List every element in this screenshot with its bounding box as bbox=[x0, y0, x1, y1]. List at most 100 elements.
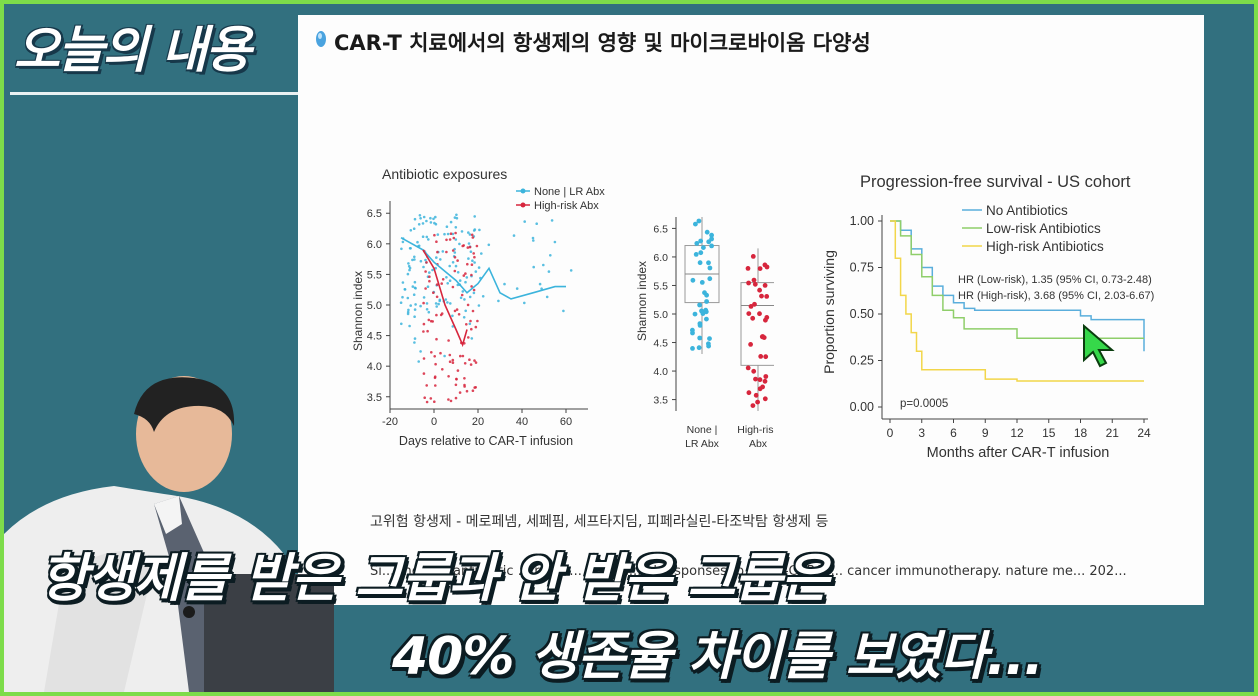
legend-marker bbox=[520, 202, 526, 208]
scatter-point bbox=[401, 281, 405, 284]
y-tick-label: 4.5 bbox=[367, 331, 382, 343]
scatter-point bbox=[424, 287, 427, 290]
scatter-point bbox=[409, 229, 413, 232]
trend-line bbox=[422, 249, 468, 348]
scatter-point bbox=[434, 362, 437, 366]
y-tick-label: 0.00 bbox=[850, 400, 874, 414]
scatter-point bbox=[478, 228, 481, 232]
box-point bbox=[709, 232, 714, 238]
x-tick-label: 40 bbox=[516, 416, 528, 428]
scatter-point bbox=[445, 225, 449, 228]
scatter-point bbox=[474, 325, 478, 329]
scatter-point bbox=[523, 301, 526, 305]
scatter-point bbox=[456, 259, 459, 262]
scatter-point bbox=[422, 372, 426, 375]
scatter-point bbox=[400, 247, 403, 251]
scatter-point bbox=[437, 302, 440, 306]
box-point bbox=[757, 377, 763, 383]
scatter-point bbox=[465, 389, 469, 393]
scatter-point bbox=[531, 236, 535, 240]
scatter-point bbox=[413, 217, 417, 221]
pfs-chart: Progression-free survival - US cohort Pr… bbox=[821, 173, 1154, 461]
box-point bbox=[706, 239, 712, 245]
scatter-point bbox=[441, 278, 445, 281]
scatter-point bbox=[464, 280, 467, 284]
scatter-point bbox=[454, 264, 458, 268]
box-point bbox=[704, 292, 709, 298]
subtitle-line-1: 항생제를 받은 그룹과 안 받은 그룹은 bbox=[40, 549, 829, 609]
scatter-point bbox=[434, 302, 438, 305]
scatter-point bbox=[436, 250, 439, 254]
scatter-point bbox=[469, 363, 473, 366]
scatter-point bbox=[454, 238, 458, 241]
scatter-point bbox=[441, 368, 444, 371]
scatter-point bbox=[467, 242, 471, 245]
scatter-point bbox=[463, 362, 467, 365]
scatter-point bbox=[403, 288, 407, 291]
box-point bbox=[753, 392, 759, 398]
box-point bbox=[699, 308, 704, 314]
legend-label: Low-risk Antibiotics bbox=[986, 221, 1101, 236]
scatter-point bbox=[425, 400, 429, 404]
scatter-point bbox=[460, 230, 464, 233]
scatter-point bbox=[532, 239, 535, 242]
box-point bbox=[698, 250, 704, 256]
scatter-point bbox=[467, 257, 470, 260]
box-point bbox=[757, 311, 762, 317]
y-tick-label: 5.0 bbox=[653, 309, 668, 321]
box-point bbox=[757, 287, 762, 293]
video-frame: 오늘의 내용 CAR-T 치료에서의 항생제의 영향 및 마이크로바이옴 다양성… bbox=[4, 4, 1254, 692]
scatter-point bbox=[416, 240, 419, 244]
y-tick-label: 0.25 bbox=[850, 354, 874, 368]
legend-marker bbox=[520, 188, 526, 194]
scatter-point bbox=[419, 217, 422, 220]
box-point bbox=[755, 399, 760, 405]
scatter-point bbox=[459, 354, 462, 358]
scatter-point bbox=[414, 287, 417, 290]
box-point bbox=[752, 301, 757, 307]
scatter-point bbox=[453, 251, 457, 254]
scatter-point bbox=[419, 304, 422, 308]
scatter-point bbox=[477, 304, 481, 307]
scatter-point bbox=[473, 215, 476, 218]
scatter-point bbox=[462, 244, 465, 247]
scatter-point bbox=[451, 361, 455, 364]
scatter-point bbox=[569, 269, 573, 272]
x-tick-label: 6 bbox=[950, 426, 957, 440]
box-point bbox=[750, 403, 756, 408]
scatter-point bbox=[433, 400, 436, 403]
box-point bbox=[763, 317, 768, 323]
scatter-point bbox=[452, 236, 456, 240]
scatter-point bbox=[473, 359, 476, 362]
scatter-point bbox=[549, 254, 552, 257]
scatter-point bbox=[440, 282, 443, 285]
box-point bbox=[706, 260, 711, 266]
box bbox=[740, 282, 774, 366]
scatter-point bbox=[462, 274, 466, 277]
legend-label: None | LR Abx bbox=[534, 186, 605, 198]
scatter-point bbox=[412, 293, 416, 296]
scatter-point bbox=[447, 398, 450, 401]
scatter-point bbox=[545, 295, 549, 299]
scatter-point bbox=[425, 308, 429, 311]
presenter-image bbox=[4, 376, 334, 692]
hr-high-risk-annotation: HR (High-risk), 3.68 (95% CI, 2.03-6.67) bbox=[958, 290, 1154, 302]
box-point bbox=[751, 277, 757, 283]
scatter-point bbox=[409, 304, 412, 307]
scatter-point bbox=[425, 384, 428, 387]
scatter-point bbox=[446, 282, 449, 285]
scatter-point bbox=[428, 271, 431, 274]
scatter-point bbox=[466, 303, 470, 307]
y-tick-label: 6.0 bbox=[367, 239, 382, 251]
scatter-point bbox=[435, 295, 439, 299]
scatter-point bbox=[423, 396, 426, 399]
scatter-point bbox=[453, 309, 457, 313]
scatter-point bbox=[447, 339, 450, 342]
scatter-point bbox=[474, 361, 478, 364]
scatter-point bbox=[453, 269, 457, 273]
x-tick-label: 60 bbox=[560, 416, 572, 428]
scatter-point bbox=[467, 231, 470, 234]
scatter-point bbox=[471, 259, 474, 262]
box-point bbox=[709, 243, 714, 249]
legend-label: High-risk Antibiotics bbox=[986, 239, 1104, 254]
